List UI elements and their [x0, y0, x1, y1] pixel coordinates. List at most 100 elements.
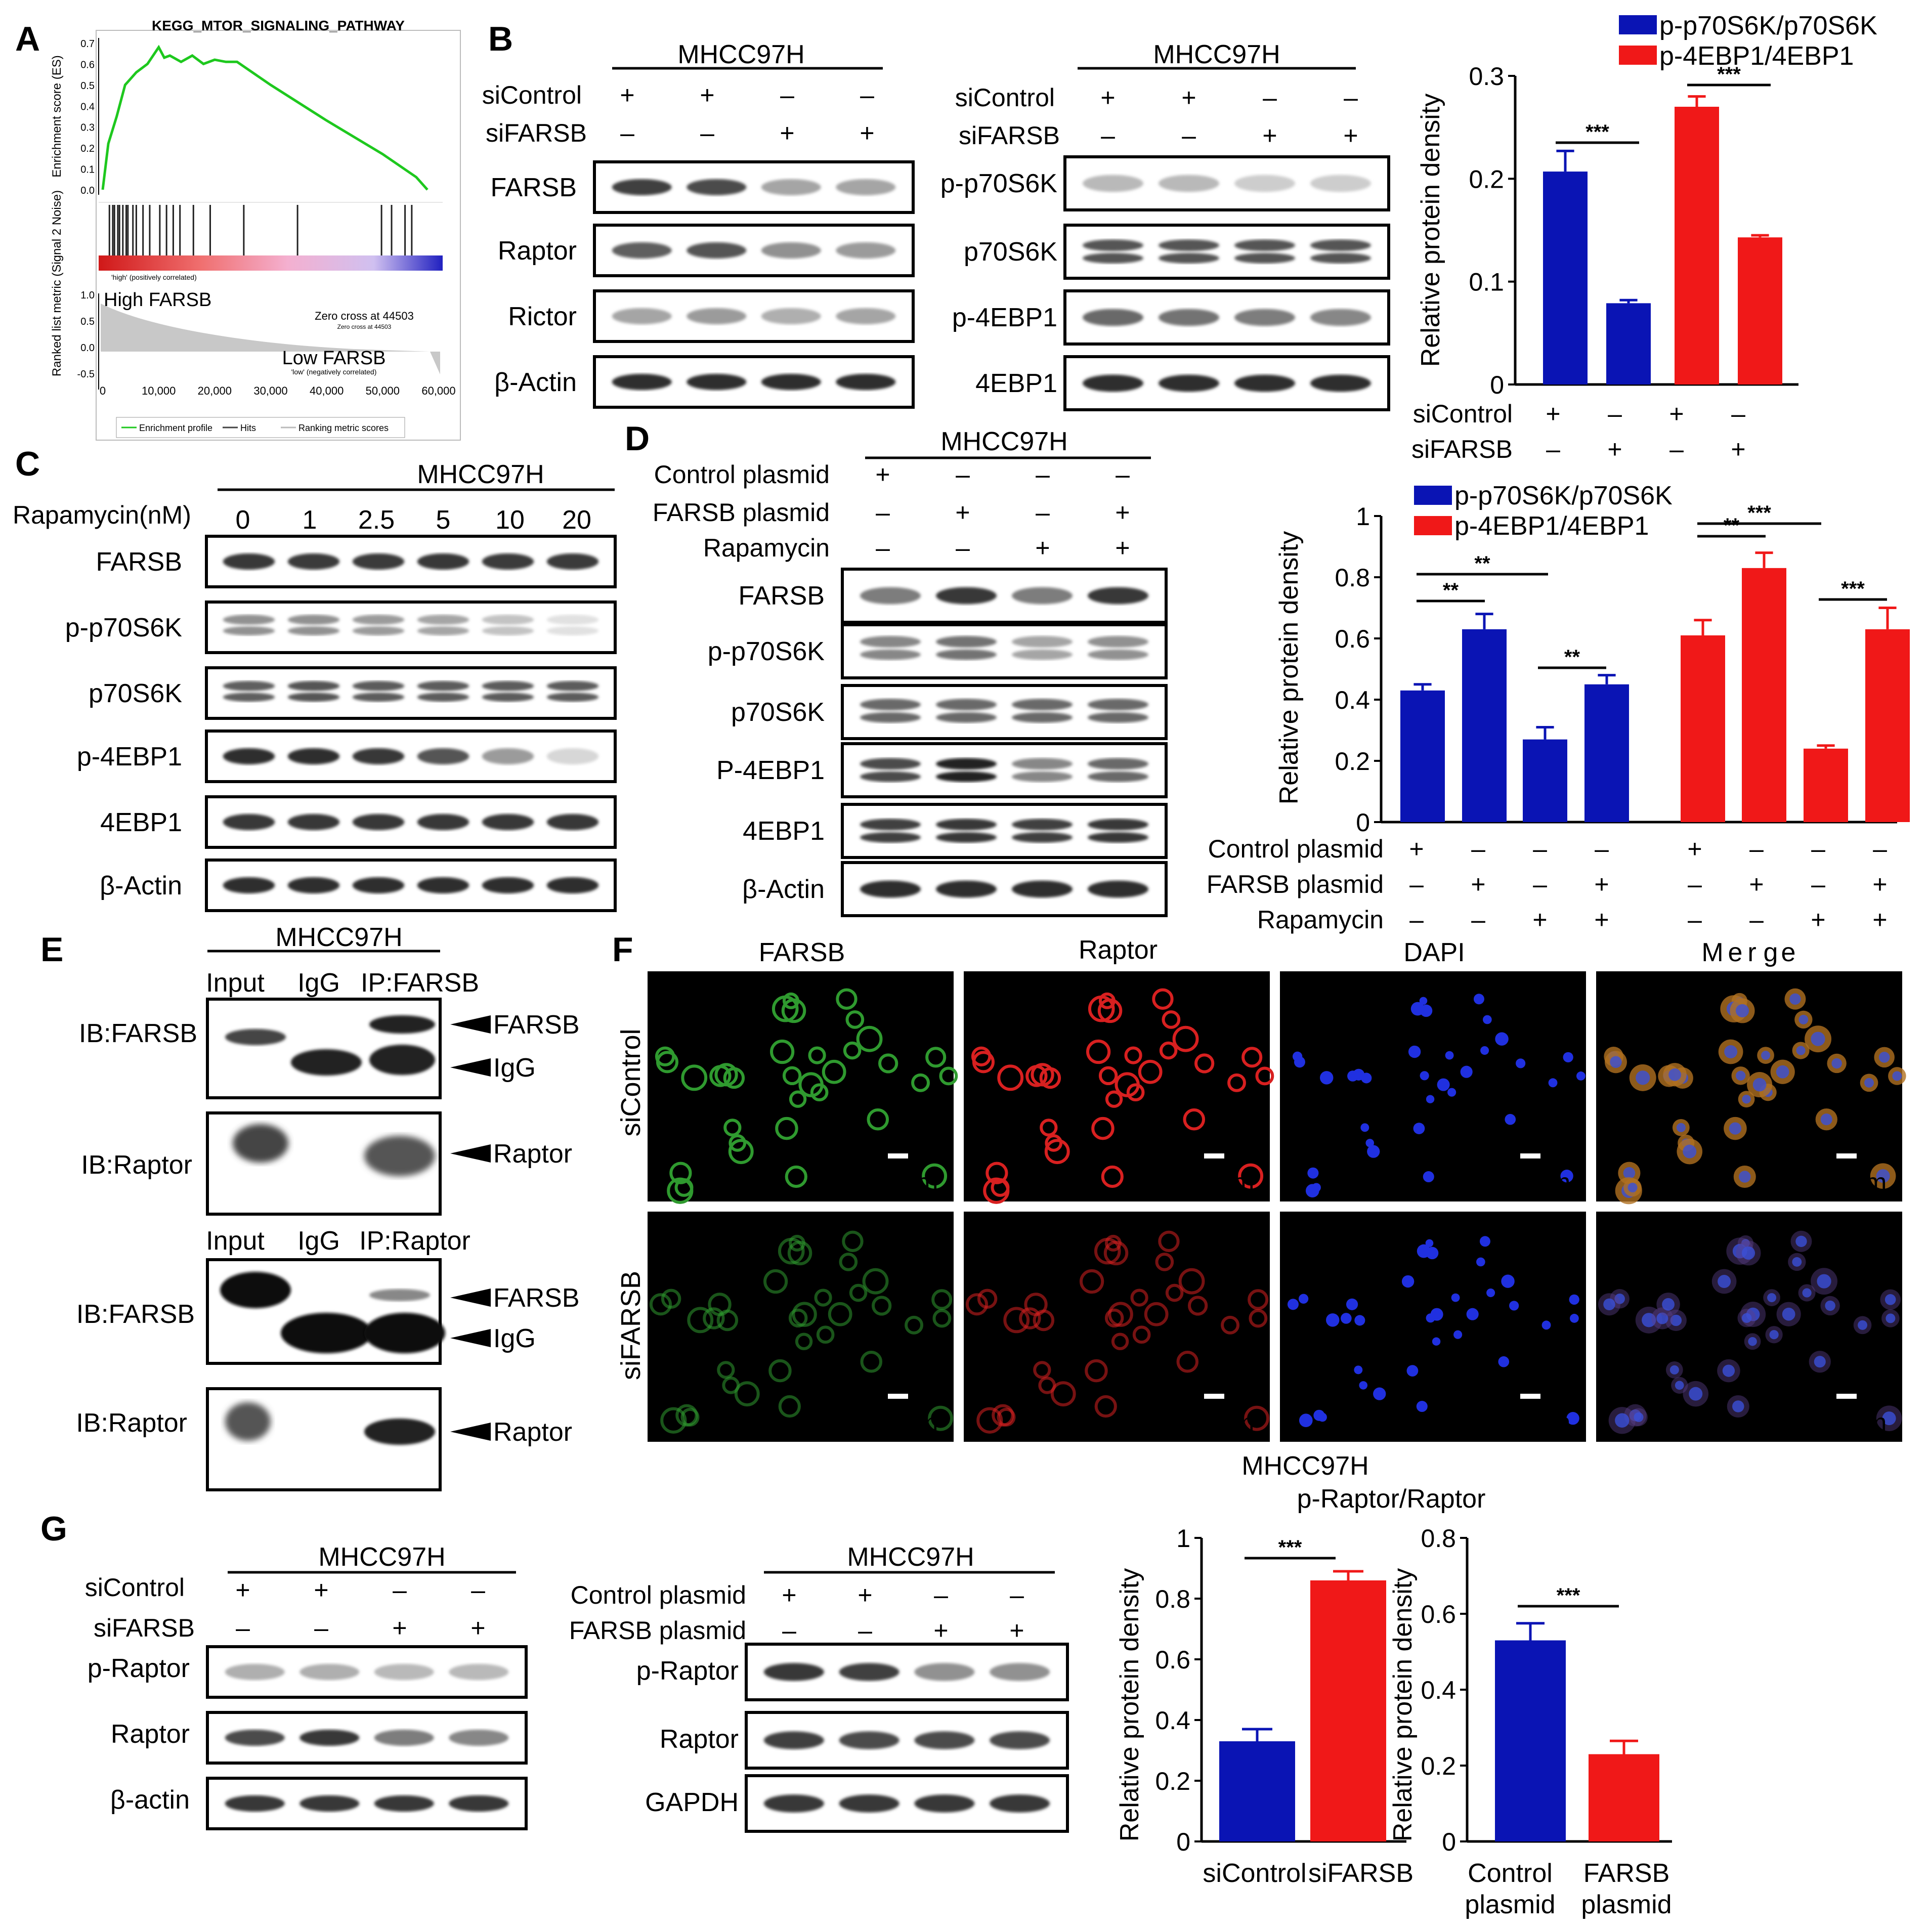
- if-cell: [1165, 1283, 1184, 1302]
- legend-label: p-4EBP1/4EBP1: [1659, 41, 1854, 71]
- blot-b2-p70S6K-band: [1159, 252, 1219, 264]
- d-sign: +: [875, 460, 890, 489]
- merge-letter: r: [1747, 938, 1756, 967]
- if-cell: [1115, 1072, 1140, 1097]
- if-nucleus: [1341, 1313, 1352, 1324]
- panel-letter-a: A: [15, 20, 40, 58]
- if-cell: [878, 1053, 898, 1074]
- blot-b-Raptor-band: [761, 242, 821, 259]
- bar: [1523, 739, 1567, 822]
- bar: [1865, 629, 1910, 822]
- if-nucleus: [1294, 1056, 1305, 1068]
- blot-c-p70S6K_p-band: [287, 615, 340, 625]
- blot-d-p70S6K-band: [1012, 699, 1073, 711]
- blot-d-FARSB-band: [1088, 587, 1148, 605]
- scale-bar: [888, 1394, 908, 1399]
- blot-c-p70S6K-band: [417, 681, 469, 691]
- if-nucleus: [1401, 1275, 1415, 1288]
- cell-line-label: MHCC97H: [847, 1542, 974, 1572]
- bar: [1584, 684, 1629, 822]
- rank-colorbar: [99, 255, 443, 271]
- bar: [1495, 1640, 1566, 1841]
- if-nucleus: [1416, 1400, 1428, 1412]
- cell-line-label: MHCC97H: [318, 1542, 445, 1572]
- ip-col-label: IgG: [297, 968, 340, 998]
- row-label: siFARSB: [486, 119, 587, 147]
- if-nucleus: [1426, 1313, 1435, 1323]
- g2-sign: –: [934, 1581, 948, 1609]
- if-nucleus: [1432, 1337, 1441, 1346]
- blot-c-p70S6K-band: [417, 692, 469, 702]
- if-cell: [843, 1041, 862, 1060]
- y-label: Relative protein density: [1388, 1568, 1418, 1842]
- bc-sign: –: [1669, 435, 1684, 463]
- if-nucleus: [1483, 1015, 1492, 1024]
- bc-sign: –: [1608, 400, 1622, 428]
- blot-b-Rictor-band: [761, 308, 821, 324]
- if-cell: [763, 1269, 788, 1294]
- if-cell: [1238, 1163, 1264, 1189]
- blot-c-p70S6K-band: [223, 692, 275, 702]
- if-cell: [1152, 988, 1174, 1010]
- if-nucleus: [1354, 1365, 1363, 1375]
- blot-g1-Raptor-band: [374, 1730, 434, 1746]
- neg-corr-label: 'low' (negatively correlated): [291, 368, 377, 376]
- ib-label: IB:FARSB: [79, 1019, 197, 1048]
- blot-label: 4EBP1: [743, 817, 825, 846]
- arrowhead: [450, 1289, 491, 1307]
- gsea-border: [96, 30, 461, 441]
- if-image: [1280, 971, 1586, 1201]
- dose-label: 0: [236, 505, 250, 535]
- if-nucleus: [1886, 1313, 1896, 1323]
- ip-col-label: IgG: [297, 1226, 340, 1256]
- arrowhead: [450, 1015, 491, 1034]
- bar: [1681, 635, 1725, 822]
- gsea-title: KEGG_MTOR_SIGNALING_PATHWAY: [152, 18, 405, 33]
- y-tick-label: 0.3: [1469, 62, 1504, 91]
- g2-sign: +: [858, 1581, 872, 1609]
- y-tick-label: 0: [1176, 1828, 1190, 1856]
- if-nucleus: [1627, 1182, 1638, 1192]
- rank-tick: 0.0: [80, 342, 95, 354]
- blot-c-FARSB-band: [546, 553, 599, 570]
- blot-c-p70S6K-band: [287, 681, 340, 691]
- if-cell: [1085, 1359, 1108, 1383]
- sig-stars: ***: [1278, 1536, 1302, 1559]
- blot-d-bActin-band: [1088, 880, 1148, 898]
- blot-label: p-p70S6K: [708, 637, 825, 666]
- ip-band: [364, 1313, 445, 1353]
- y-tick-label: 0.4: [1421, 1676, 1456, 1704]
- if-cell: [991, 1178, 1010, 1197]
- x-tick: 30,000: [253, 384, 287, 397]
- if-nucleus: [1437, 1078, 1450, 1091]
- if-nucleus: [1466, 1308, 1479, 1320]
- x-cat-label: Control plasmid: [1465, 1859, 1555, 1919]
- blot-c-p70S6K_p-band: [546, 626, 599, 636]
- blot-c-bActin-band: [287, 877, 340, 893]
- blot-label: FARSB: [491, 173, 577, 202]
- if-cell: [1221, 1315, 1239, 1335]
- ip-band: [281, 1313, 372, 1353]
- blot-c-p4EBP1-band: [417, 748, 469, 764]
- if-nucleus: [1878, 1052, 1890, 1063]
- blot-c-bActin-band: [223, 877, 275, 893]
- bar: [1606, 303, 1651, 384]
- if-cell: [687, 1307, 714, 1334]
- blot-b-Raptor-band: [687, 242, 747, 259]
- if-cell: [1098, 1066, 1118, 1086]
- es-tick: 0.5: [80, 80, 95, 92]
- if-cell: [836, 988, 858, 1010]
- blot-g1-pRaptor-band: [374, 1664, 434, 1680]
- blot-c-p70S6K-frame: [205, 666, 617, 720]
- sig-stars: ***: [1586, 121, 1609, 143]
- if-cell: [972, 1051, 995, 1074]
- blot-b-Rictor-band: [836, 308, 896, 324]
- rapamycin-nm-label: Rapamycin(nM): [13, 501, 191, 529]
- dose-label: 5: [436, 505, 451, 535]
- blot-c-p70S6K-band: [352, 681, 405, 691]
- if-cell: [792, 1302, 817, 1327]
- y-tick-label: 0.6: [1155, 1646, 1190, 1674]
- if-cell: [723, 1119, 742, 1137]
- x-tick: 0: [100, 384, 106, 397]
- blot-c-p70S6K-band: [352, 692, 405, 702]
